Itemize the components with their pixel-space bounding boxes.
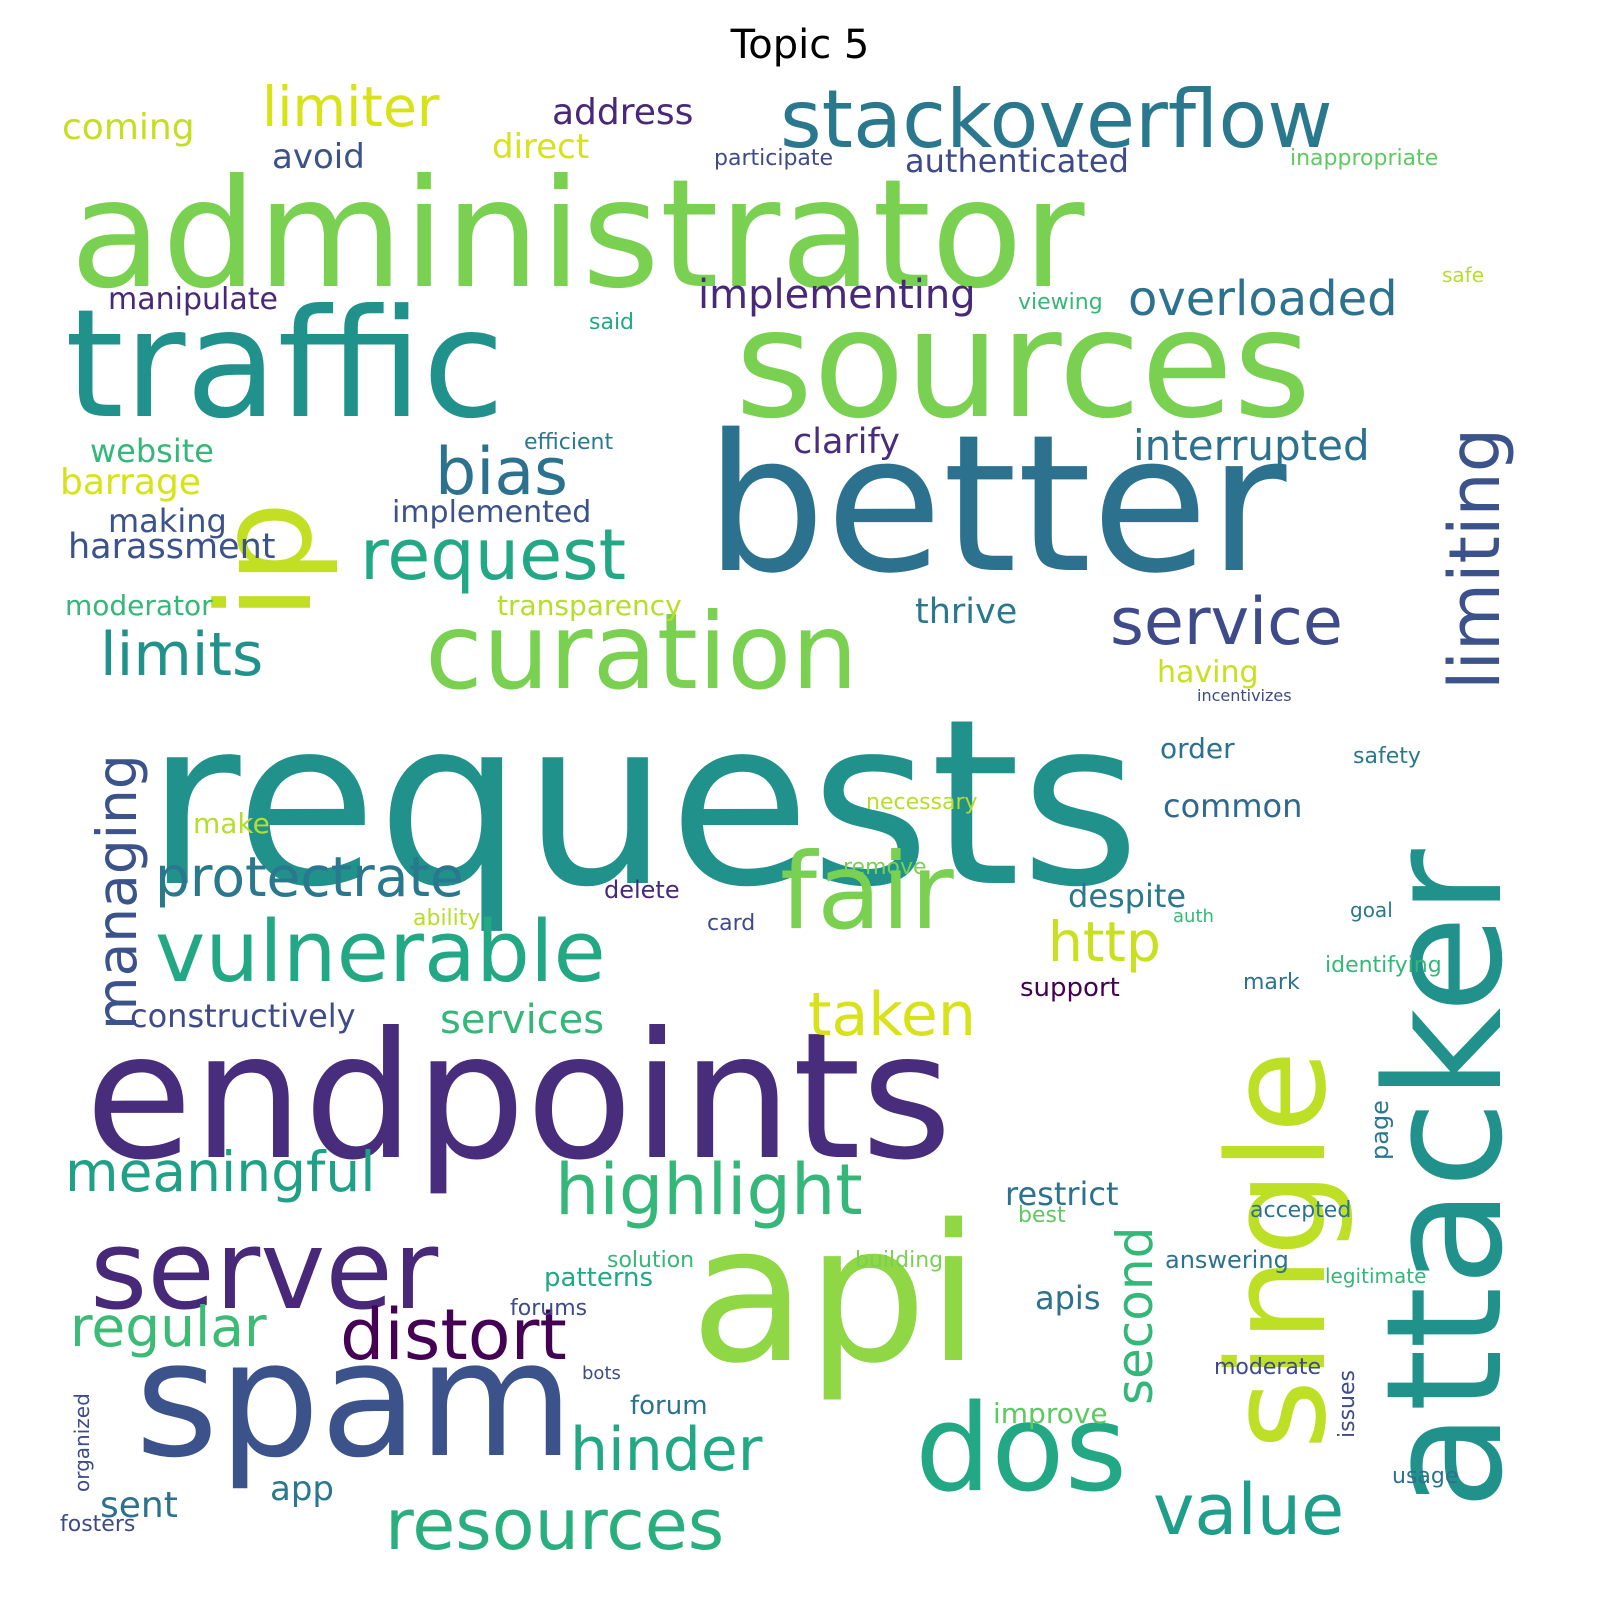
word-patterns: patterns	[544, 1263, 654, 1293]
word-improve: improve	[993, 1397, 1108, 1430]
word-safety: safety	[1353, 744, 1421, 769]
word-common: common	[1163, 787, 1303, 825]
word-having: having	[1157, 655, 1259, 690]
word-usage: usage	[1392, 1464, 1459, 1489]
word-traffic: traffic	[65, 278, 505, 452]
word-restrict: restrict	[1005, 1175, 1119, 1213]
word-implemented: implemented	[392, 495, 592, 530]
word-card: card	[707, 911, 756, 936]
word-fair: fair	[780, 831, 954, 953]
word-resources: resources	[385, 1484, 725, 1566]
word-transparency: transparency	[497, 589, 682, 622]
chart-title: Topic 5	[730, 22, 870, 68]
word-sent: sent	[100, 1485, 178, 1526]
word-app: app	[270, 1469, 334, 1509]
word-services: services	[440, 997, 605, 1043]
word-endpoints: endpoints	[85, 996, 953, 1199]
word-second: second	[1106, 1226, 1164, 1405]
word-server: server	[90, 1206, 439, 1334]
word-moderate: moderate	[1214, 1355, 1322, 1380]
word-address: address	[552, 92, 694, 133]
word-said: said	[589, 310, 635, 335]
word-better: better	[705, 394, 1287, 615]
word-barrage: barrage	[60, 462, 201, 503]
word-curation: curation	[425, 591, 858, 713]
word-forums: forums	[510, 1296, 588, 1321]
word-overloaded: overloaded	[1128, 271, 1398, 327]
word-forum: forum	[630, 1391, 708, 1421]
word-fosters: fosters	[60, 1512, 136, 1537]
word-moderator: moderator	[65, 589, 213, 622]
word-efficient: efficient	[524, 430, 614, 455]
word-mark: mark	[1243, 970, 1300, 995]
word-managing: managing	[85, 754, 149, 1030]
word-identifying: identifying	[1325, 953, 1442, 978]
word-issues: issues	[1335, 1370, 1360, 1438]
word-request: request	[360, 514, 627, 596]
word-goal: goal	[1350, 898, 1393, 922]
word-clarify: clarify	[793, 422, 900, 462]
word-despite: despite	[1068, 877, 1187, 915]
word-dos: dos	[915, 1380, 1128, 1519]
word-limiter: limiter	[262, 80, 440, 139]
word-administrator: administrator	[70, 148, 1085, 322]
word-value: value	[1153, 1469, 1345, 1551]
word-legitimate: legitimate	[1325, 1264, 1427, 1288]
word-make: make	[193, 807, 270, 840]
word-safe: safe	[1442, 263, 1485, 287]
word-best: best	[1018, 1203, 1066, 1228]
word-requests: requests	[146, 671, 1141, 938]
word-support: support	[1020, 973, 1120, 1003]
word-api: api	[690, 1184, 980, 1405]
word-manipulate: manipulate	[108, 282, 278, 317]
word-service: service	[1110, 585, 1343, 660]
word-vulnerable: vulnerable	[155, 903, 606, 1002]
word-limiting: limiting	[1434, 427, 1516, 690]
word-hinder: hinder	[570, 1415, 763, 1485]
word-coming: coming	[62, 107, 195, 148]
word-limits: limits	[100, 620, 264, 690]
word-attacker: attacker	[1351, 849, 1538, 1510]
word-building: building	[855, 1248, 944, 1273]
word-bots: bots	[582, 1363, 621, 1384]
word-sources: sources	[735, 278, 1312, 452]
word-auth: auth	[1173, 906, 1214, 927]
word-page: page	[1366, 1100, 1394, 1160]
word-remove: remove	[843, 855, 927, 880]
word-accepted: accepted	[1250, 1198, 1352, 1223]
word-delete: delete	[604, 876, 680, 904]
word-spam: spam	[135, 1306, 574, 1493]
word-answering: answering	[1165, 1246, 1289, 1274]
word-incentivizes: incentivizes	[1197, 686, 1292, 705]
word-highlight: highlight	[555, 1149, 863, 1231]
word-inappropriate: inappropriate	[1290, 146, 1439, 171]
word-direct: direct	[492, 127, 590, 167]
word-bias: bias	[435, 435, 569, 510]
word-taken: taken	[808, 980, 976, 1050]
word-constructively: constructively	[130, 997, 356, 1035]
word-participate: participate	[714, 146, 834, 171]
word-viewing: viewing	[1018, 290, 1103, 315]
word-implementing: implementing	[698, 272, 976, 318]
word-regular: regular	[70, 1295, 267, 1359]
word-interrupted: interrupted	[1133, 421, 1370, 470]
word-avoid: avoid	[272, 137, 365, 177]
word-ability: ability	[413, 906, 481, 931]
word-http: http	[1048, 910, 1161, 974]
word-solution: solution	[607, 1248, 695, 1273]
word-meaningful: meaningful	[65, 1140, 376, 1204]
word-website: website	[90, 432, 214, 470]
word-harassment: harassment	[68, 527, 276, 567]
word-cloud: requests administrator endpoints traffic sou…	[55, 80, 1545, 1580]
word-making: making	[108, 502, 227, 540]
word-thrive: thrive	[915, 592, 1018, 632]
word-apis: apis	[1035, 1279, 1101, 1317]
word-stackoverflow: stackoverflow	[780, 80, 1333, 166]
word-protectrate: protectrate	[155, 845, 464, 909]
word-order: order	[1160, 732, 1235, 765]
word-authenticated: authenticated	[905, 142, 1129, 180]
word-organized: organized	[70, 1393, 94, 1492]
word-distort: distort	[340, 1294, 567, 1376]
word-necessary: necessary	[866, 790, 978, 815]
